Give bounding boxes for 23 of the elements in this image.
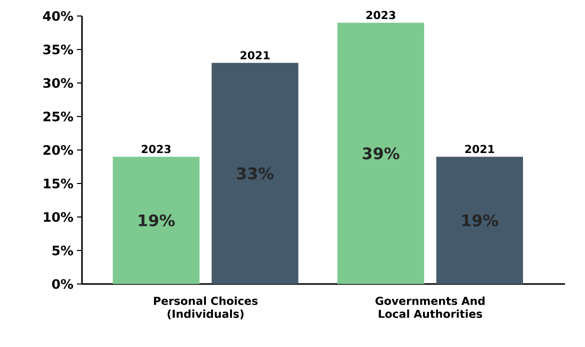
bar (112, 156, 200, 284)
text: 2023 (366, 10, 396, 20)
data-label: 33% (236, 167, 274, 180)
bar (212, 62, 298, 284)
y-tick-label: 10% (44, 212, 74, 222)
data-label: 19% (138, 214, 175, 226)
data-label: 39% (362, 147, 400, 160)
y-tick-label: 20% (44, 145, 74, 155)
x-tick-label: Governments And Local Authorities (376, 296, 485, 318)
series-label: 2021 (465, 144, 494, 154)
y-tick-label: 30% (43, 78, 74, 88)
y-tick-label: 25% (44, 112, 74, 122)
y-tick-label: 15% (44, 178, 74, 188)
y-tick-label: 5% (52, 246, 74, 256)
x-tick-label: Personal Choices (Individuals) (154, 296, 258, 320)
bar (436, 156, 523, 284)
y-tick-label: 0% (52, 279, 74, 289)
bar (337, 22, 424, 284)
data-label: 19% (462, 214, 498, 226)
y-tick-label: 40% (43, 11, 74, 21)
series-label: 2023 (142, 144, 171, 154)
y-tick-label: 35% (43, 44, 74, 54)
text: 2021 (240, 51, 270, 60)
